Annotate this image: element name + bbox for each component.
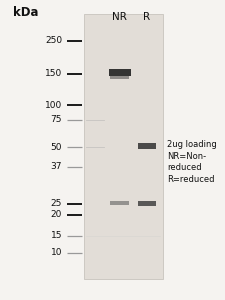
Text: R: R	[143, 12, 150, 22]
Text: 10: 10	[50, 248, 62, 257]
Text: 20: 20	[51, 210, 62, 219]
Text: 25: 25	[51, 200, 62, 208]
Text: 15: 15	[50, 231, 62, 240]
Text: 50: 50	[50, 142, 62, 152]
Text: 250: 250	[45, 36, 62, 45]
Bar	[83, 14, 162, 279]
Text: kDa: kDa	[13, 6, 38, 19]
Text: 2ug loading
NR=Non-
reduced
R=reduced: 2ug loading NR=Non- reduced R=reduced	[166, 140, 216, 184]
Text: 75: 75	[50, 116, 62, 124]
Text: 37: 37	[50, 162, 62, 171]
Bar	[110, 76, 129, 79]
Text: 100: 100	[45, 100, 62, 109]
Bar	[137, 143, 155, 149]
Bar	[110, 202, 129, 205]
Bar	[109, 69, 130, 76]
Bar	[137, 201, 155, 206]
Text: NR: NR	[112, 12, 127, 22]
Text: 150: 150	[45, 69, 62, 78]
